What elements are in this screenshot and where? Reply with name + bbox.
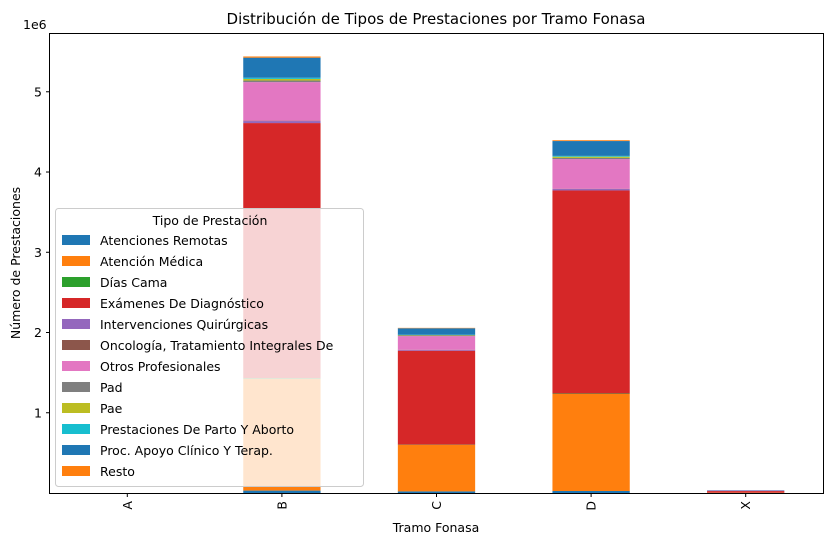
x-tick-label: B: [274, 501, 289, 510]
legend-swatch: [62, 403, 90, 413]
bar-segment: [397, 444, 476, 492]
legend-title: Tipo de Prestación: [152, 213, 268, 228]
legend-label: Días Cama: [100, 275, 167, 290]
legend-label: Atenciones Remotas: [100, 233, 228, 248]
y-tick-label: 4: [34, 165, 42, 180]
legend-label: Oncología, Tratamiento Integrales De: [100, 338, 334, 353]
bar-segment: [397, 491, 476, 493]
legend-label: Intervenciones Quirúrgicas: [100, 317, 268, 332]
legend-swatch: [62, 445, 90, 455]
bar-segment: [243, 82, 321, 121]
bar-segment: [552, 140, 630, 142]
x-tick-label: X: [738, 501, 753, 510]
legend-label: Pae: [100, 401, 123, 416]
y-tick-label: 3: [34, 245, 42, 260]
bar-segment: [552, 189, 630, 191]
bar-segment: [397, 349, 476, 351]
legend-label: Resto: [100, 464, 135, 479]
y-axis-title: Número de Prestaciones: [8, 187, 23, 339]
x-tick-label: C: [429, 501, 444, 510]
legend-swatch: [62, 382, 90, 392]
bar-segment: [707, 491, 785, 493]
legend-label: Otros Profesionales: [100, 359, 221, 374]
y-tick-label: 1: [34, 405, 42, 420]
bar-segment: [243, 121, 321, 124]
bar-segment: [397, 328, 476, 335]
legend-swatch: [62, 424, 90, 434]
legend-swatch: [62, 340, 90, 350]
bar-segment: [243, 490, 321, 493]
x-axis-title: Tramo Fonasa: [392, 520, 480, 535]
legend-swatch: [62, 319, 90, 329]
legend-items: Atenciones Remotas Atención Médica Días Ca…: [62, 233, 334, 479]
bar-segment: [397, 350, 476, 445]
bar-segment: [552, 490, 630, 493]
bar-segment: [552, 393, 630, 491]
bar-segment: [397, 336, 476, 350]
legend-swatch: [62, 466, 90, 476]
y-tick-label: 2: [34, 325, 42, 340]
y-offset-label: 1e6: [23, 17, 47, 32]
legend-swatch: [62, 277, 90, 287]
y-tick-label: 5: [34, 84, 42, 99]
legend: Tipo de Prestación Atenciones RemotasAte…: [55, 208, 364, 487]
y-axis: 1 2 3 4 5: [34, 84, 50, 420]
legend-label: Exámenes De Diagnóstico: [100, 296, 264, 311]
bar-segment: [243, 78, 321, 81]
legend-swatch: [62, 361, 90, 371]
bar-segment: [243, 57, 321, 78]
bar-segment: [552, 157, 630, 160]
x-tick-label: D: [584, 501, 599, 511]
legend-label: Proc. Apoyo Clínico Y Terap.: [100, 443, 273, 458]
legend-label: Prestaciones De Parto Y Aborto: [100, 422, 294, 437]
bar-segment: [552, 155, 630, 157]
bar-segment: [552, 156, 630, 158]
bar-segment: [243, 77, 321, 79]
bar-segment: [552, 141, 630, 156]
bar-segment: [552, 159, 630, 189]
legend-label: Atención Médica: [100, 254, 203, 269]
legend-swatch: [62, 298, 90, 308]
legend-box: [55, 208, 364, 487]
bar-segment: [243, 56, 321, 58]
bar-segment: [397, 335, 476, 337]
legend-label: Pad: [100, 380, 123, 395]
bar-segment: [552, 190, 630, 394]
legend-swatch: [62, 235, 90, 245]
x-tick-label: A: [120, 501, 135, 510]
bar-segment: [243, 80, 321, 83]
chart-title: Distribución de Tipos de Prestaciones po…: [227, 10, 646, 28]
legend-swatch: [62, 256, 90, 266]
